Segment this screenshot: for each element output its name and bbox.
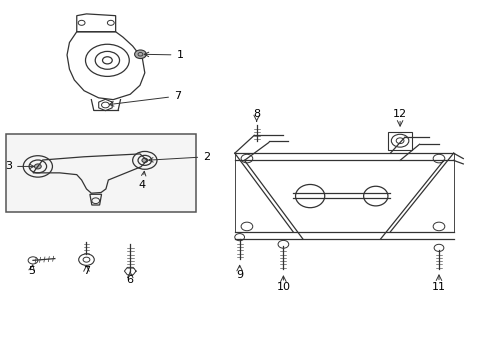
Text: 9: 9 — [236, 270, 243, 280]
Text: 10: 10 — [276, 282, 290, 292]
Text: 5: 5 — [28, 266, 36, 276]
Text: 3: 3 — [5, 161, 34, 171]
Text: 4: 4 — [139, 171, 145, 190]
Circle shape — [134, 50, 146, 59]
Text: 12: 12 — [392, 109, 407, 119]
Text: 1: 1 — [144, 50, 183, 60]
Bar — [6, 134, 196, 212]
Text: 8: 8 — [253, 109, 260, 119]
Text: 7: 7 — [83, 266, 90, 276]
Text: 11: 11 — [431, 282, 445, 292]
Text: 6: 6 — [126, 275, 133, 285]
Text: 7: 7 — [109, 91, 181, 106]
Circle shape — [34, 164, 41, 169]
Text: 2: 2 — [148, 152, 210, 162]
Bar — [387, 132, 411, 150]
Circle shape — [142, 158, 147, 162]
